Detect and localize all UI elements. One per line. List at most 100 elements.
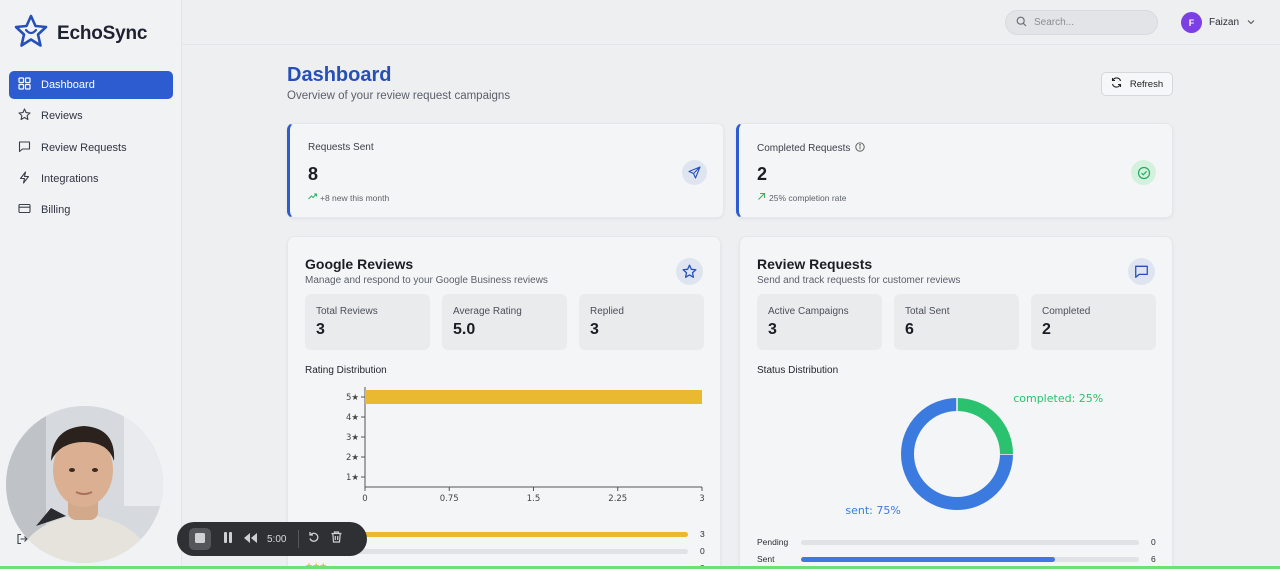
status-distribution-chart: sent: 75% completed: 25% [845, 392, 1103, 517]
sidebar-item-label: Integrations [41, 172, 99, 185]
message-icon [1128, 258, 1155, 285]
progress-track [350, 532, 688, 537]
sidebar-item-integrations[interactable]: Integrations [9, 165, 173, 193]
search-icon [1016, 14, 1027, 32]
trend-up-icon [308, 192, 317, 203]
trash-icon [331, 530, 342, 548]
sidebar-item-label: Dashboard [41, 79, 95, 91]
x-tick-label: 3 [699, 494, 704, 504]
completed-requests-card: Completed Requests 2 25% completion rate [736, 123, 1173, 218]
refresh-button[interactable]: Refresh [1101, 72, 1173, 96]
progress-track [801, 540, 1139, 545]
sidebar-item-label: Reviews [41, 110, 83, 123]
refresh-label: Refresh [1129, 78, 1164, 90]
metric-value: 2 [1042, 321, 1051, 338]
delete-recording-button[interactable] [325, 528, 347, 550]
metric-label: Active Campaigns [768, 306, 849, 317]
rewind-button[interactable] [239, 528, 261, 550]
progress-value: 6 [1151, 554, 1156, 564]
progress-label: Sent [757, 554, 775, 564]
grid-icon [18, 77, 31, 93]
refresh-icon [1111, 77, 1122, 91]
topbar-divider [182, 44, 1280, 45]
progress-value: 3 [700, 529, 705, 539]
metric-label: Total Reviews [316, 306, 378, 317]
metric-value: 3 [316, 321, 325, 338]
stat-label: Requests Sent [308, 142, 374, 153]
brand-name: EchoSync [57, 22, 148, 44]
stop-icon [195, 530, 205, 548]
user-name: Faizan [1209, 17, 1240, 28]
stat-value: 8 [308, 164, 319, 184]
avatar: F [1181, 12, 1202, 33]
active-campaigns-metric: Active Campaigns 3 [757, 294, 882, 350]
y-tick-label: 3★ [346, 433, 359, 443]
webcam-overlay [6, 406, 163, 563]
section-label: Status Distribution [757, 365, 839, 376]
panel-title: Review Requests [757, 256, 873, 272]
total-sent-metric: Total Sent 6 [894, 294, 1019, 350]
metric-label: Total Sent [905, 306, 950, 317]
send-icon [682, 160, 707, 185]
search-box[interactable] [1005, 10, 1158, 35]
stat-foot: +8 new this month [308, 192, 389, 203]
logout-icon[interactable] [16, 532, 28, 550]
y-tick-label: 2★ [346, 453, 359, 463]
webcam-person-image [6, 406, 163, 563]
screen-border [0, 566, 1280, 569]
sidebar-nav: Dashboard Reviews Review Requests Integr… [9, 71, 173, 227]
progress-track [350, 549, 688, 554]
sidebar-item-label: Review Requests [41, 141, 127, 154]
sidebar-item-review-requests[interactable]: Review Requests [9, 134, 173, 162]
recorder-divider [298, 530, 300, 548]
sidebar-item-reviews[interactable]: Reviews [9, 102, 173, 130]
logo-star-icon [14, 14, 48, 53]
sidebar-item-billing[interactable]: Billing [9, 196, 173, 224]
rewind-icon [243, 530, 257, 548]
section-label: Rating Distribution [305, 365, 387, 376]
replied-metric: Replied 3 [579, 294, 704, 350]
stop-recording-button[interactable] [189, 528, 211, 550]
screen-recorder-bar: 5:00 [177, 522, 367, 556]
pie-slice [901, 398, 1013, 510]
chevron-down-icon [1246, 14, 1256, 32]
metric-value: 6 [905, 321, 914, 338]
google-reviews-panel: Google Reviews Manage and respond to you… [287, 236, 721, 569]
stars-icon: ★★★ [305, 561, 327, 569]
star-icon [18, 108, 31, 124]
info-icon[interactable] [855, 142, 866, 155]
bar [365, 390, 702, 404]
restart-icon [308, 530, 320, 548]
y-tick-label: 4★ [346, 413, 359, 423]
bolt-icon [18, 171, 31, 187]
stat-label: Completed Requests [757, 142, 866, 155]
sidebar-item-dashboard[interactable]: Dashboard [9, 71, 173, 99]
pie-slice [956, 398, 1013, 455]
total-reviews-metric: Total Reviews 3 [305, 294, 430, 350]
review-requests-panel: Review Requests Send and track requests … [739, 236, 1173, 569]
metric-label: Completed [1042, 306, 1091, 317]
y-tick-label: 5★ [346, 393, 359, 403]
search-input[interactable] [1034, 17, 1144, 28]
user-menu[interactable]: F Faizan [1181, 12, 1256, 33]
recording-timer: 5:00 [267, 533, 287, 545]
progress-label: Pending [757, 537, 789, 547]
page-title: Dashboard [287, 64, 392, 86]
pause-icon [223, 530, 233, 548]
status-row-sent: Sent 6 [757, 554, 1157, 566]
metric-value: 5.0 [453, 321, 476, 338]
x-tick-label: 1.5 [527, 494, 541, 504]
brand[interactable]: EchoSync [14, 14, 147, 53]
status-row-pending: Pending 0 [757, 537, 1157, 549]
stat-foot: 25% completion rate [757, 192, 847, 203]
progress-track [801, 557, 1139, 562]
page-subtitle: Overview of your review request campaign… [287, 90, 511, 102]
y-tick-label: 1★ [346, 473, 359, 483]
progress-value: 0 [700, 546, 705, 556]
sidebar-item-label: Billing [41, 204, 71, 217]
restart-button[interactable] [303, 528, 325, 550]
average-rating-metric: Average Rating 5.0 [442, 294, 567, 350]
completed-metric: Completed 2 [1031, 294, 1156, 350]
pause-button[interactable] [217, 528, 239, 550]
requests-sent-card: Requests Sent 8 +8 new this month [287, 123, 724, 218]
